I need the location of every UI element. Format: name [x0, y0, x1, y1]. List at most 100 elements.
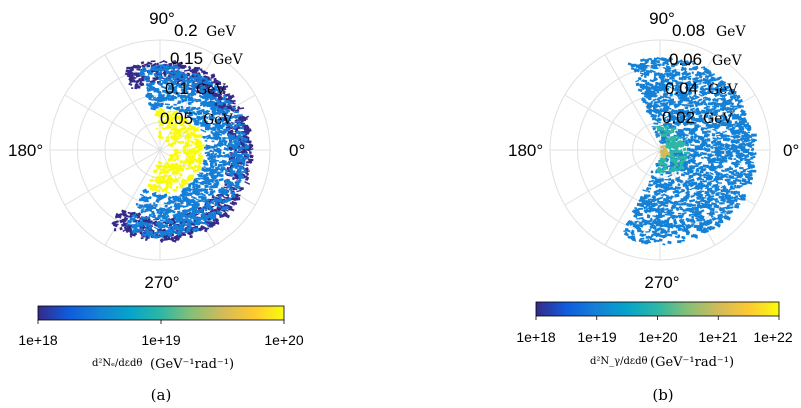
heatmap-cell [634, 206, 638, 210]
heatmap-cell [175, 151, 182, 154]
heatmap-cell [661, 63, 665, 67]
heatmap-cell [208, 207, 214, 211]
heatmap-cell [186, 144, 193, 147]
heatmap-cell [164, 67, 170, 72]
heatmap-cell [703, 103, 708, 106]
heatmap-cell [194, 66, 201, 70]
heatmap-cell [184, 142, 190, 145]
heatmap-cell [680, 202, 685, 206]
heatmap-cell [216, 208, 221, 213]
heatmap-cell [225, 94, 232, 98]
heatmap-cell [193, 98, 198, 101]
heatmap-cell [635, 79, 640, 83]
heatmap-cell [701, 130, 708, 134]
heatmap-cell [229, 202, 235, 206]
heatmap-cell [181, 233, 186, 236]
heatmap-cell [656, 125, 662, 129]
heatmap-cell [210, 145, 215, 149]
heatmap-cell [238, 118, 244, 121]
heatmap-cell [138, 81, 144, 87]
heatmap-cell [215, 219, 220, 223]
heatmap-cell [688, 174, 694, 179]
heatmap-cell [152, 217, 159, 221]
heatmap-cell [734, 204, 740, 209]
heatmap-cell [207, 182, 212, 186]
panel-b-radial-tick-0.04: 0.04 [665, 79, 698, 98]
heatmap-cell [204, 139, 208, 142]
heatmap-cell [711, 192, 715, 195]
heatmap-cell [692, 164, 699, 168]
heatmap-cell [248, 143, 254, 148]
heatmap-cell [182, 204, 189, 209]
heatmap-cell [653, 57, 657, 62]
heatmap-cell [228, 197, 232, 201]
heatmap-cell [162, 59, 168, 64]
heatmap-cell [242, 132, 246, 136]
heatmap-cell [733, 158, 737, 161]
heatmap-cell [222, 97, 227, 101]
heatmap-cell [152, 234, 158, 239]
heatmap-cell [240, 149, 246, 154]
panel-b-colorbar-tick-1e+18: 1e+18 [516, 329, 556, 345]
heatmap-cell [165, 70, 170, 75]
heatmap-cell [715, 211, 719, 213]
heatmap-cell [727, 210, 734, 213]
panel-a-label: (a) [151, 386, 172, 404]
heatmap-cell [699, 87, 705, 91]
heatmap-cell [222, 195, 227, 199]
heatmap-cell [239, 142, 247, 148]
heatmap-cell [195, 177, 201, 180]
heatmap-cell [219, 198, 223, 201]
panel-a-radial-tick-0.05: 0.05 [160, 109, 193, 128]
heatmap-cell [161, 177, 166, 182]
heatmap-cell [710, 226, 715, 230]
heatmap-cell [737, 185, 743, 187]
heatmap-cell [730, 135, 736, 138]
heatmap-cell [164, 103, 170, 106]
heatmap-cell [244, 181, 251, 185]
heatmap-cell [211, 179, 214, 183]
heatmap-cell [725, 151, 730, 155]
heatmap-cell [172, 180, 176, 182]
panel-a-radial-tick-0.1: 0.1 [165, 79, 189, 98]
heatmap-cell [213, 77, 217, 82]
heatmap-cell [221, 213, 226, 218]
heatmap-cell [224, 212, 228, 217]
heatmap-cell [172, 61, 176, 65]
heatmap-cell [715, 192, 720, 196]
heatmap-cell [141, 65, 146, 68]
heatmap-cell [154, 180, 160, 183]
heatmap-cell [710, 145, 715, 150]
heatmap-cell [218, 213, 223, 218]
heatmap-cell [191, 87, 195, 90]
heatmap-cell [190, 176, 194, 180]
heatmap-cell [246, 172, 250, 176]
heatmap-cell [182, 146, 187, 150]
heatmap-cell [138, 77, 145, 82]
heatmap-cell [214, 221, 220, 225]
heatmap-cell [195, 85, 201, 90]
heatmap-cell [635, 82, 640, 87]
heatmap-cell [146, 215, 151, 220]
heatmap-cell [667, 183, 673, 187]
heatmap-cell [232, 122, 235, 124]
heatmap-cell [699, 222, 704, 225]
heatmap-cell [683, 104, 688, 106]
heatmap-cell [230, 197, 237, 202]
panel-a-colorbar-tick-1e+18: 1e+18 [18, 332, 58, 348]
heatmap-cell [228, 107, 232, 110]
heatmap-cell [682, 147, 687, 152]
heatmap-cell [195, 198, 201, 202]
heatmap-cell [192, 73, 198, 75]
heatmap-cell [181, 232, 185, 234]
heatmap-cell [162, 89, 168, 93]
heatmap-cell [701, 101, 707, 104]
heatmap-cell [139, 193, 145, 197]
heatmap-cell [650, 234, 654, 238]
heatmap-cell [219, 93, 222, 96]
panel-a-colorbar-label-math: d²Nₑ/dεdθ [92, 358, 142, 369]
heatmap-cell [205, 205, 209, 209]
heatmap-cell [240, 187, 244, 191]
heatmap-cell [218, 138, 223, 143]
heatmap-cell [639, 233, 645, 237]
